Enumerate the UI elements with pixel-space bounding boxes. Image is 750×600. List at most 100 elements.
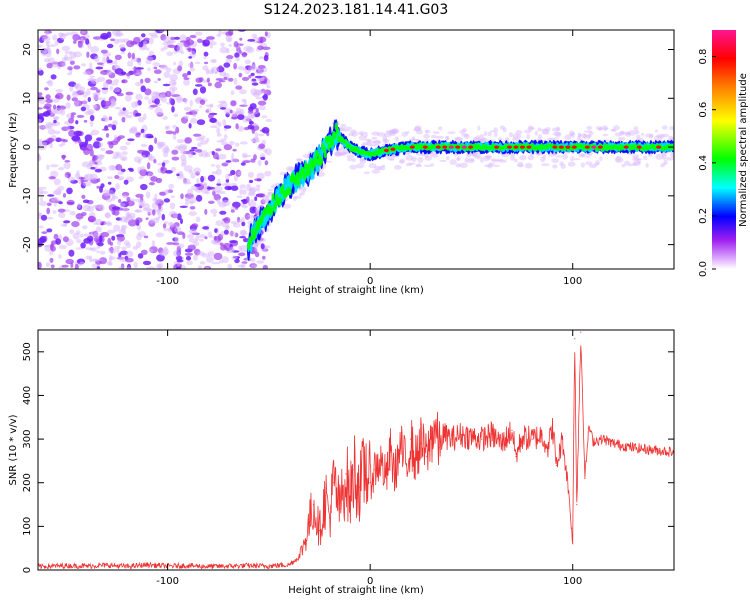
noise-blob	[162, 83, 171, 87]
snr-data-point	[555, 464, 558, 466]
snr-x-ticks: -100 0 100	[156, 330, 582, 587]
noise-blob	[197, 251, 205, 256]
ridge-halo-blob	[551, 127, 560, 132]
noise-blob	[58, 254, 62, 259]
ridge-halo-blob	[469, 158, 475, 162]
noise-blob	[230, 209, 235, 213]
noise-blob	[77, 203, 81, 209]
ridge-halo-blob	[374, 140, 381, 144]
ridge-halo-blob	[411, 138, 420, 142]
noise-blob	[48, 44, 57, 47]
noise-blob	[113, 224, 121, 232]
snr-data-point	[385, 477, 387, 479]
noise-blob	[160, 166, 165, 171]
noise-blob	[143, 37, 150, 42]
ridge-halo-blob	[474, 156, 484, 160]
ridge-halo-blob	[586, 125, 593, 130]
noise-blob	[230, 158, 238, 163]
noise-blob	[89, 114, 95, 122]
ridge-halo-blob	[653, 135, 663, 142]
noise-blob	[75, 120, 79, 125]
ridge-halo-blob	[669, 126, 674, 131]
noise-blob	[241, 189, 247, 195]
noise-blob	[240, 230, 247, 236]
noise-blob	[48, 57, 55, 64]
ridge-halo-blob	[632, 156, 639, 162]
noise-blob	[152, 91, 160, 96]
noise-blob	[53, 130, 61, 135]
ridge-halo-blob	[351, 157, 357, 162]
ridge-halo-blob	[663, 159, 668, 165]
noise-blob	[192, 88, 198, 96]
ridge-halo-blob	[603, 127, 609, 130]
noise-blob	[130, 198, 135, 202]
noise-blob	[62, 236, 69, 243]
noise-blob	[197, 38, 203, 44]
noise-blob	[182, 144, 188, 150]
noise-blob	[135, 133, 141, 138]
noise-blob	[159, 94, 164, 101]
noise-blob	[89, 247, 94, 251]
noise-blob	[47, 128, 56, 135]
snr-data-point	[389, 451, 391, 453]
noise-blob	[123, 179, 129, 185]
noise-blob	[47, 79, 54, 87]
noise-blob	[251, 264, 258, 268]
ridge-halo-blob	[461, 133, 469, 137]
noise-blob	[84, 134, 93, 142]
noise-blob	[195, 234, 200, 241]
noise-blob	[81, 63, 86, 67]
noise-blob	[199, 238, 204, 242]
noise-blob	[254, 132, 259, 138]
noise-blob	[229, 249, 235, 252]
ridge-halo-blob	[359, 158, 367, 164]
noise-blob	[250, 72, 255, 77]
noise-blob	[169, 74, 178, 82]
ridge-halo-blob	[279, 171, 289, 176]
snr-data-point	[333, 482, 335, 484]
noise-blob	[53, 104, 57, 110]
ridge-halo-blob	[541, 129, 550, 134]
snr-data-point	[308, 521, 310, 523]
ridge-halo-blob	[364, 131, 368, 138]
noise-blob	[93, 258, 103, 262]
noise-blob	[96, 250, 100, 254]
noise-blob	[247, 171, 255, 178]
noise-blob	[46, 62, 53, 69]
ridge-halo-blob	[569, 133, 574, 136]
noise-blob	[61, 45, 71, 52]
ridge-halo-blob	[594, 162, 600, 166]
noise-blob	[251, 36, 260, 44]
noise-blob	[77, 138, 82, 144]
ridge-halo-blob	[262, 197, 267, 201]
figure-title: S124.2023.181.14.41.G03	[264, 2, 449, 18]
ridge-halo-blob	[438, 126, 443, 131]
noise-blob	[140, 166, 146, 171]
noise-blob	[62, 139, 68, 143]
noise-blob	[49, 250, 53, 256]
noise-blob	[191, 223, 199, 229]
snr-data-point	[541, 434, 543, 436]
noise-blob	[181, 264, 186, 269]
ridge-halo-blob	[484, 164, 489, 167]
noise-blob	[163, 228, 171, 232]
noise-blob	[85, 38, 90, 45]
ridge-halo-blob	[445, 136, 449, 141]
noise-blob	[143, 113, 147, 121]
snr-data-point	[248, 565, 250, 567]
noise-blob	[183, 77, 190, 80]
noise-blob	[81, 194, 86, 199]
noise-blob	[105, 198, 113, 202]
noise-blob	[148, 182, 155, 186]
noise-blob	[55, 88, 63, 93]
colorbar-tick-label: 0.4	[698, 155, 709, 171]
noise-blob	[83, 237, 92, 244]
ridge-halo-blob	[299, 186, 307, 190]
noise-blob	[176, 259, 184, 263]
ridge-halo-blob	[430, 163, 435, 167]
noise-blob	[257, 100, 267, 106]
noise-blob	[182, 73, 188, 78]
snr-data-point	[592, 440, 594, 442]
snr-data-point	[584, 477, 586, 479]
noise-blob	[168, 183, 174, 190]
